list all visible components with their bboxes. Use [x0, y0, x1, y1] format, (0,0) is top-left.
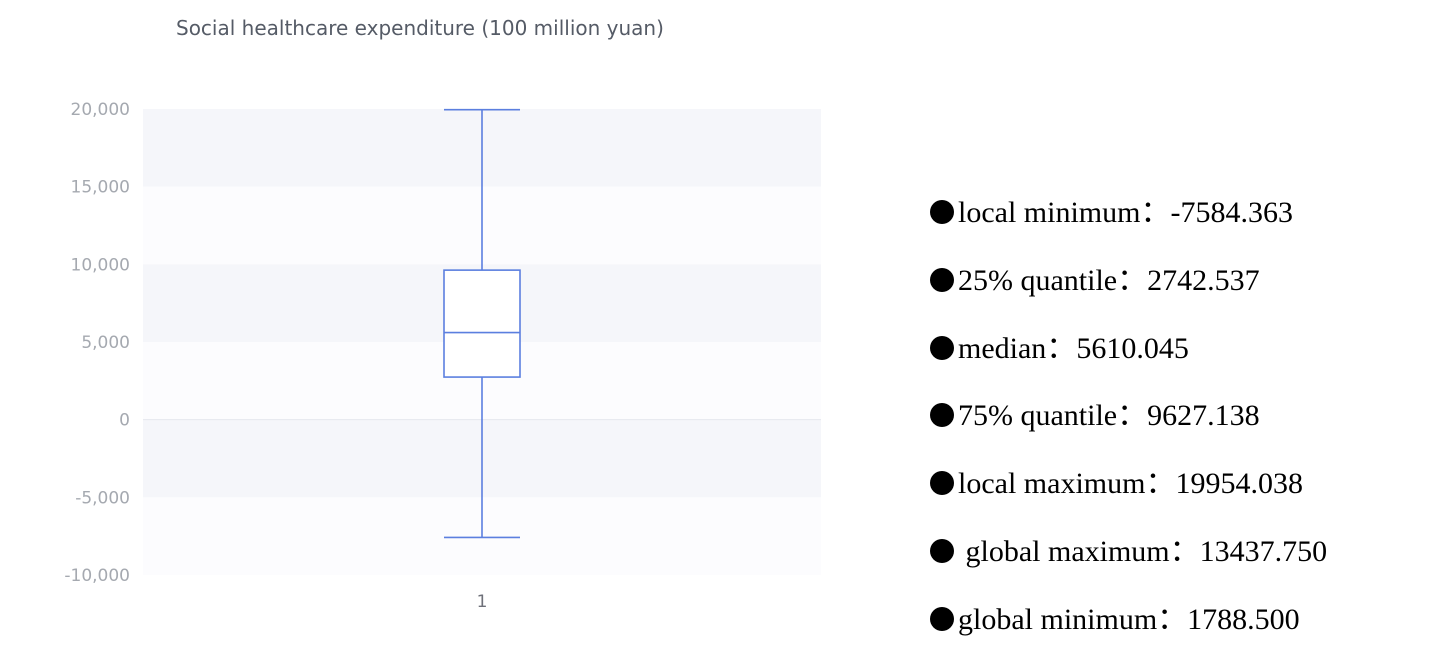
stat-item: median：5610.045	[930, 328, 1327, 396]
bullet-icon	[930, 200, 954, 224]
bullet-icon	[930, 267, 954, 292]
stat-label: local minimum：	[958, 196, 1171, 229]
stat-value: 13437.750	[1199, 534, 1328, 568]
y-tick-label: 20,000	[71, 100, 130, 120]
stat-value: 2742.537	[1147, 263, 1260, 297]
x-tick-label: 1	[477, 592, 488, 612]
bullet-icon	[930, 606, 954, 631]
stat-item: global minimum：1788.500	[930, 599, 1327, 667]
stat-item: 25% quantile：2742.537	[930, 260, 1327, 328]
stat-label: local maximum：	[958, 467, 1176, 501]
y-tick-label: 10,000	[71, 255, 130, 275]
interquartile-box	[443, 269, 521, 378]
x-axis-labels: 1	[477, 592, 488, 612]
y-tick-label: 0	[119, 411, 130, 431]
stat-item: global maximum：13437.750	[930, 531, 1327, 599]
bullet-icon	[930, 335, 954, 360]
stat-label: 25% quantile：	[958, 263, 1148, 297]
y-axis-labels: 20,000 15,000 10,000 5,000 0 -5,000 -10,000	[64, 100, 130, 586]
bullet-icon	[930, 471, 954, 496]
y-tick-label: 5,000	[81, 333, 130, 353]
stat-item: local maximum：19954.038	[930, 463, 1327, 531]
stat-label: median：	[958, 331, 1077, 365]
stat-value: 9627.138	[1147, 399, 1260, 433]
stat-item: local minimum：-7584.363	[930, 192, 1327, 260]
stat-label: global maximum：	[958, 534, 1200, 568]
y-tick-label: 15,000	[71, 178, 130, 198]
stat-item: 75% quantile：9627.138	[930, 395, 1327, 463]
stat-label: 75% quantile：	[958, 399, 1148, 433]
box-series	[443, 108, 521, 539]
stat-value: -7584.363	[1170, 196, 1293, 229]
stat-label: global minimum：	[958, 602, 1188, 636]
bullet-icon	[930, 403, 954, 428]
chart-title: Social healthcare expenditure (100 milli…	[176, 16, 664, 40]
y-tick-label: -10,000	[64, 566, 130, 586]
boxplot-chart: 20,000 15,000 10,000 5,000 0 -5,000 -10,000 1	[64, 100, 821, 612]
y-tick-label: -5,000	[75, 488, 130, 508]
stat-value: 19954.038	[1175, 467, 1303, 501]
bullet-icon	[930, 538, 954, 563]
stat-value: 5610.045	[1076, 331, 1189, 365]
statistics-panel: local minimum：-7584.363 25% quantile：2742…	[930, 192, 1327, 667]
stat-value: 1788.500	[1187, 602, 1300, 636]
